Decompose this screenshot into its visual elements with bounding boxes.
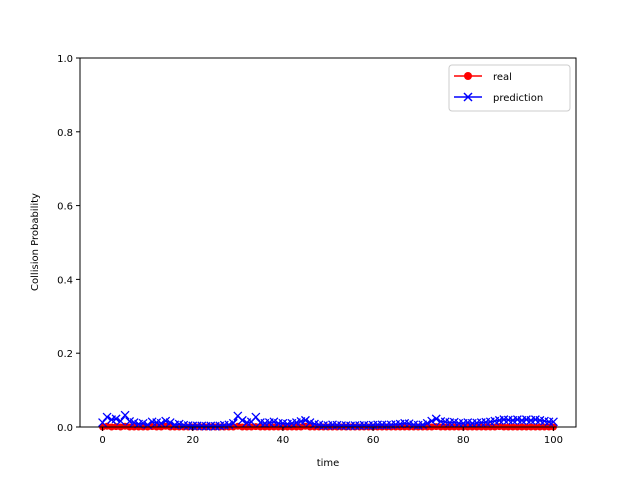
x-axis-label: time — [317, 458, 340, 469]
x-axis: 0 20 40 60 80 100 — [99, 427, 563, 446]
data-point-prediction — [165, 418, 175, 428]
legend-label-real: real — [493, 72, 512, 83]
x-tick-label: 100 — [544, 435, 563, 446]
data-point-prediction — [251, 412, 261, 422]
x-tick-label: 20 — [186, 435, 199, 446]
data-point-prediction — [120, 410, 130, 420]
y-tick-label: 0.2 — [57, 349, 73, 360]
legend-marker-prediction — [463, 92, 473, 102]
data-point-prediction — [98, 418, 108, 428]
y-axis-label: Collision Probability — [30, 193, 41, 291]
x-tick-label: 0 — [99, 435, 105, 446]
legend-label-prediction: prediction — [493, 93, 543, 104]
y-tick-label: 0.6 — [57, 202, 73, 213]
y-tick-label: 1.0 — [57, 54, 73, 65]
x-tick-label: 40 — [277, 435, 290, 446]
data-point-prediction — [427, 416, 437, 426]
data-point-prediction — [228, 418, 238, 428]
axes-frame — [79, 57, 577, 428]
data-point-prediction — [422, 418, 432, 428]
y-axis: 0.0 0.2 0.4 0.6 0.8 1.0 — [57, 54, 80, 434]
data-point-prediction — [431, 414, 441, 424]
data-point-prediction — [237, 415, 247, 425]
legend: real prediction — [448, 64, 571, 112]
y-tick-label: 0.0 — [57, 423, 73, 434]
x-tick-label: 60 — [367, 435, 380, 446]
data-point-prediction — [102, 412, 112, 422]
series-layer — [98, 410, 558, 431]
y-tick-label: 0.8 — [57, 128, 73, 139]
data-point-prediction — [116, 416, 126, 426]
legend-marker-real — [464, 72, 472, 80]
data-point-prediction — [156, 418, 166, 428]
x-tick-label: 80 — [457, 435, 470, 446]
data-point-prediction — [300, 415, 310, 425]
data-point-prediction — [111, 414, 121, 424]
data-point-prediction — [548, 417, 558, 427]
y-tick-label: 0.4 — [57, 275, 73, 286]
